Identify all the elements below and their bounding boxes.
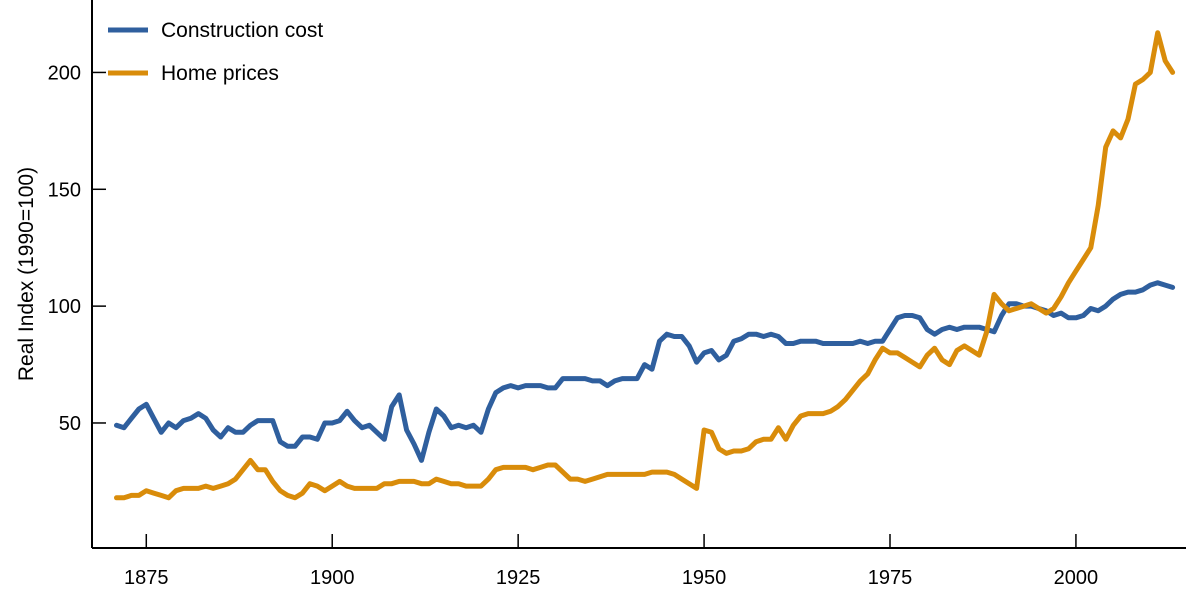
series-line-home-prices [114,30,1176,501]
x-tick-label: 1900 [310,567,355,589]
legend-label-construction-cost: Construction cost [161,19,323,42]
x-tick-label: 2000 [1054,567,1099,589]
x-ticks: 1875 1900 1925 1950 1975 2000 [124,534,1098,589]
x-tick-label: 1950 [682,567,727,589]
x-tick-label: 1925 [496,567,541,589]
x-tick-label: 1875 [124,567,169,589]
legend-label-home-prices: Home prices [161,62,279,85]
y-tick-label: 50 [59,413,81,435]
y-axis-label: Real Index (1990=100) [15,167,38,381]
x-tick-label: 1975 [868,567,913,589]
y-tick-label: 100 [48,296,81,318]
y-tick-label: 200 [48,62,81,84]
series-line-construction-cost [114,280,1176,463]
y-tick-label: 150 [48,179,81,201]
y-ticks: 50 100 150 200 [48,62,106,435]
legend: Construction cost Home prices [108,19,323,85]
axes [91,0,1186,549]
series-lines [114,30,1176,501]
